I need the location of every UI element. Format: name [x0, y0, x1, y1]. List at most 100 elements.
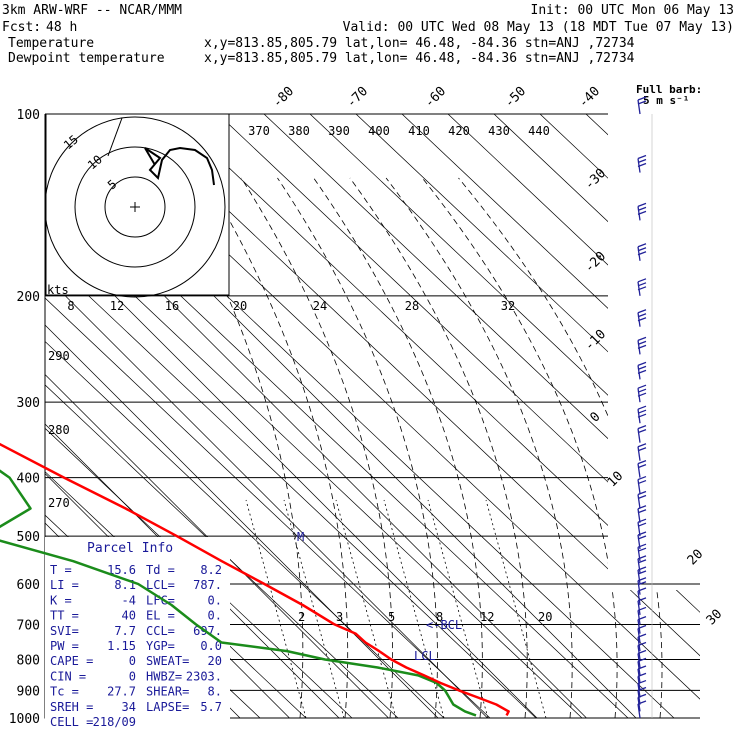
pressure-label: 100	[17, 108, 40, 123]
parcel-info-title: Parcel Info	[87, 541, 173, 556]
isotherm-label: 20	[685, 547, 707, 569]
temperature-legend: Temperature	[8, 36, 94, 51]
pressure-label: 1000	[9, 712, 40, 727]
wind-barb	[637, 336, 647, 355]
isotherm-label: -30	[582, 166, 609, 193]
dry-adiabat	[125, 114, 700, 718]
theta-label: 390	[328, 124, 350, 138]
theta-label: 380	[288, 124, 310, 138]
dry-adiabat	[45, 114, 491, 718]
theta-label: 410	[408, 124, 430, 138]
parcel-info-value: 0.0	[200, 639, 222, 653]
hodograph-trace	[144, 146, 215, 186]
wind-barb	[637, 309, 647, 327]
mixing-ratio-label: 2	[298, 610, 305, 624]
parcel-info-value: 15.6	[107, 563, 136, 577]
pressure-label: 700	[17, 618, 40, 633]
level-marker: <-BCL	[426, 618, 462, 632]
pressure-label: 200	[17, 290, 40, 305]
parcel-info-value: CELL =	[50, 715, 93, 729]
theta-e-label: 270	[48, 496, 70, 510]
parcel-info-value: 787.	[193, 578, 222, 592]
dry-adiabat	[45, 114, 353, 718]
moist-adiabat	[349, 177, 528, 718]
pressure-label: 300	[17, 396, 40, 411]
isotherm	[45, 114, 340, 718]
dry-adiabat	[493, 114, 700, 718]
parcel-info-value: 7.7	[114, 624, 136, 638]
theta-label: 400	[368, 124, 390, 138]
moist-adiabat	[458, 177, 663, 718]
parcel-info-value: T =	[50, 563, 72, 577]
parcel-info-box: Parcel Info T = 15.6 Td = 8.2LI = 8.1 LCL= 787…	[45, 537, 230, 729]
parcel-info-value: PW =	[50, 639, 79, 653]
isotherm	[45, 114, 439, 718]
wind-barb	[637, 475, 647, 494]
theta-label: 430	[488, 124, 510, 138]
theta-e-label: 290	[48, 349, 70, 363]
wind-barb	[637, 278, 647, 296]
level-markers: M <-BCL LCL	[297, 530, 462, 663]
mixing-ratio-line	[283, 499, 345, 718]
parcel-info-value: SREH =	[50, 700, 93, 714]
dry-adiabat	[677, 114, 700, 718]
dry-adiabat	[585, 114, 700, 718]
mixing-ratio-line	[335, 499, 397, 718]
dewpoint-location: x,y=813.85,805.79 lat,lon= 46.48, -84.36…	[204, 51, 635, 66]
upper-scale-label: 16	[165, 299, 179, 313]
model-title: 3km ARW-WRF -- NCAR/MMM	[2, 3, 182, 18]
upper-scale-label: 12	[110, 299, 124, 313]
pressure-label: 600	[17, 578, 40, 593]
dry-adiabat	[171, 114, 700, 718]
theta-label: 440	[528, 124, 550, 138]
parcel-info-value: 5.7	[200, 700, 222, 714]
wind-barb	[637, 384, 647, 403]
isotherm-label: -80	[270, 84, 297, 111]
upper-scale-label: 24	[313, 299, 327, 313]
mixing-ratio-label: 3	[336, 610, 343, 624]
theta-label: 420	[448, 124, 470, 138]
dewpoint-legend: Dewpoint temperature	[8, 51, 165, 66]
valid-time: Valid: 00 UTC Wed 08 May 13 (18 MDT Tue …	[343, 20, 734, 35]
moist-adiabat	[385, 177, 573, 718]
upper-scale: 370 380 390 400 410 420 430 440 8 12 16 20 24 28 32	[67, 124, 549, 313]
dewpoint-line	[0, 469, 477, 717]
isotherm-label: -50	[502, 84, 529, 111]
mixing-ratio-label: 12	[480, 610, 494, 624]
isotherm-label: -40	[576, 84, 603, 111]
level-marker: LCL	[414, 649, 436, 663]
parcel-info-value: 20	[208, 654, 222, 668]
moist-adiabat	[240, 177, 393, 718]
wind-barb	[637, 460, 647, 478]
dry-adiabat	[447, 114, 700, 718]
wind-legend-value: 5 m s⁻¹	[643, 94, 689, 107]
mixing-ratio-label: 20	[538, 610, 552, 624]
dry-adiabat	[355, 114, 700, 718]
dry-adiabat	[45, 114, 537, 718]
parcel-info-value: CCL=	[146, 624, 175, 638]
parcel-info-value: CAPE =	[50, 654, 93, 668]
dry-adiabat	[401, 114, 700, 718]
wind-legend-title: Full barb:	[636, 83, 702, 96]
wind-barb	[637, 154, 647, 173]
parcel-info-value: 0.	[208, 609, 222, 623]
isotherm-label: 0	[587, 409, 603, 425]
parcel-info-value: 40	[122, 609, 136, 623]
parcel-info-value: -4	[122, 593, 136, 607]
parcel-info-value: YGP=	[146, 639, 175, 653]
parcel-info-value: LAPSE=	[146, 700, 189, 714]
wind-barbs-column: Full barb: 5 m s⁻¹	[636, 83, 702, 719]
parcel-info-value: LI =	[50, 578, 79, 592]
parcel-info-value: SHEAR=	[146, 685, 189, 699]
parcel-info-value: SWEAT=	[146, 654, 189, 668]
parcel-info-value: 27.7	[107, 685, 136, 699]
isotherm-label: 10	[605, 469, 627, 491]
dry-adiabat	[263, 114, 700, 718]
wind-barb	[637, 243, 647, 261]
moist-adiabat	[313, 177, 483, 718]
isotherm	[45, 114, 389, 718]
forecast-label: Fcst:	[2, 20, 41, 35]
mixing-ratio-label: 8	[436, 610, 443, 624]
parcel-info-value: LCL=	[146, 578, 175, 592]
parcel-info-value: 34	[122, 700, 136, 714]
